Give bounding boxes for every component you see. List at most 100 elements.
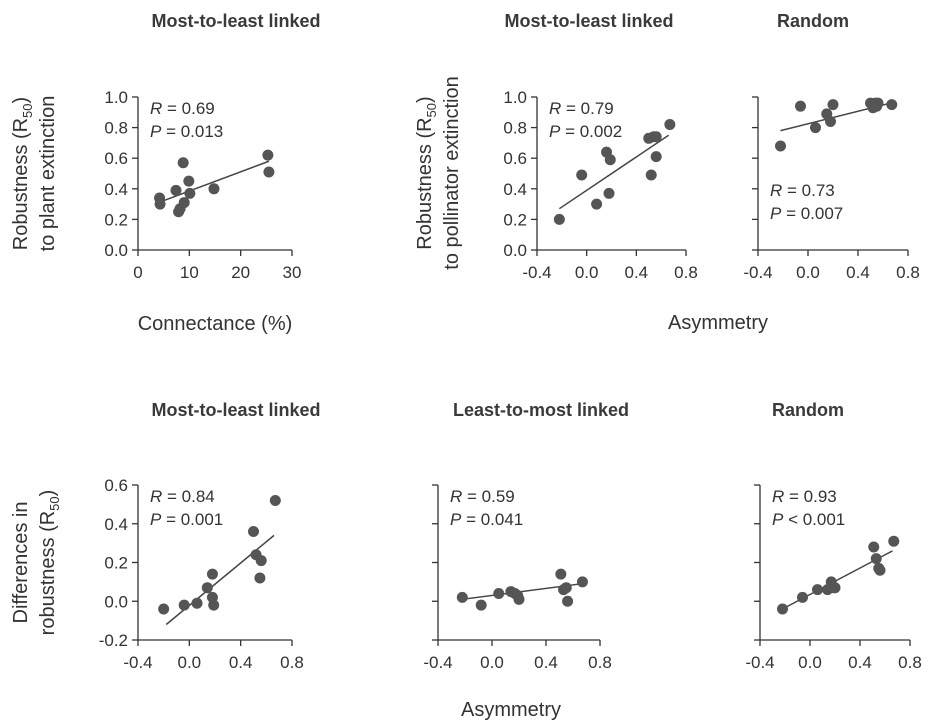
y-tick-label: 0.6 bbox=[104, 149, 128, 168]
data-point bbox=[888, 535, 900, 547]
svg-text:Robustness (R50): Robustness (R50) bbox=[414, 96, 439, 249]
chart-panel-1: Most-to-least linked 0.0 0.2 0.4 0.6 0.8 1.0 0 1… bbox=[10, 11, 321, 335]
x-tick-label: -0.4 bbox=[522, 263, 551, 282]
data-point bbox=[872, 97, 884, 109]
robustness-pollinator-ylabel: Robustness (R50) to pollinator extinctio… bbox=[414, 76, 463, 269]
panel-title: Least-to-most linked bbox=[453, 400, 629, 420]
data-point bbox=[797, 591, 808, 603]
data-point bbox=[604, 154, 616, 166]
y-tick-label: 0.4 bbox=[503, 180, 527, 199]
x-tick-label: 0.8 bbox=[896, 263, 920, 282]
data-point bbox=[170, 184, 182, 196]
stat-r: R = 0.93 bbox=[772, 487, 837, 506]
data-point bbox=[591, 198, 603, 210]
stat-p: P = 0.013 bbox=[150, 122, 223, 141]
x-tick-label: 0.4 bbox=[846, 263, 870, 282]
stat-r: R = 0.59 bbox=[450, 487, 515, 506]
y-tick-label: 0.2 bbox=[503, 210, 527, 229]
chart-panel-3: Random -0.4 0.0 0.4 0.8 R = 0.73 P = 0.007 bbox=[743, 11, 919, 282]
stat-p: P < 0.001 bbox=[772, 510, 845, 529]
x-tick-label: 30 bbox=[283, 263, 302, 282]
data-point bbox=[795, 100, 806, 112]
stat-r: R = 0.79 bbox=[549, 99, 614, 118]
x-tick-label: -0.4 bbox=[745, 653, 774, 672]
data-point bbox=[810, 122, 821, 134]
data-point bbox=[177, 157, 189, 169]
x-tick-label: 0.0 bbox=[178, 653, 202, 672]
data-point bbox=[576, 576, 588, 588]
regression-line bbox=[558, 134, 670, 210]
y-tick-label: -0.2 bbox=[99, 631, 128, 650]
x-tick-label: 0.8 bbox=[280, 653, 304, 672]
data-point bbox=[184, 187, 196, 199]
panel-title: Most-to-least linked bbox=[151, 400, 320, 420]
y-tick-label: 0.6 bbox=[104, 476, 128, 495]
y-axis-label-line2: robustness (R50) bbox=[37, 490, 62, 636]
panel-title: Random bbox=[777, 11, 849, 31]
x-tick-label: 0.0 bbox=[480, 653, 504, 672]
data-point bbox=[812, 584, 823, 596]
data-point bbox=[827, 99, 839, 111]
data-point bbox=[560, 582, 572, 594]
data-point bbox=[576, 169, 588, 181]
data-point bbox=[513, 593, 525, 605]
chart-panel-6: Random -0.4 0.0 0.4 0.8 R = 0.93 P < 0.001 bbox=[745, 400, 921, 672]
data-point bbox=[868, 541, 880, 553]
data-point bbox=[645, 169, 657, 181]
stat-p: P = 0.002 bbox=[549, 122, 622, 141]
data-point bbox=[650, 151, 662, 163]
stat-p: P = 0.001 bbox=[150, 510, 223, 529]
chart-panel-2: Most-to-least linked 0.0 0.2 0.4 0.6 0.8 1.0 -0… bbox=[503, 11, 697, 282]
y-tick-label: 0.4 bbox=[104, 180, 128, 199]
data-point bbox=[201, 582, 213, 594]
data-point bbox=[456, 591, 468, 603]
y-tick-label: 0.8 bbox=[503, 119, 527, 138]
data-point bbox=[178, 197, 190, 209]
x-tick-label: 0.8 bbox=[588, 653, 612, 672]
data-point bbox=[870, 553, 882, 565]
data-point bbox=[775, 140, 786, 152]
stat-p: P = 0.041 bbox=[450, 510, 523, 529]
data-point bbox=[263, 166, 275, 178]
x-axis-label: Connectance (%) bbox=[138, 313, 293, 335]
x-tick-label: -0.4 bbox=[743, 263, 772, 282]
data-point bbox=[208, 183, 220, 195]
data-point bbox=[262, 149, 274, 161]
y-tick-label: 0.2 bbox=[104, 554, 128, 573]
data-point bbox=[178, 599, 190, 611]
data-point bbox=[269, 495, 281, 506]
data-point bbox=[603, 187, 615, 199]
data-point bbox=[829, 582, 841, 594]
data-point bbox=[183, 175, 195, 187]
stat-r: R = 0.69 bbox=[150, 99, 215, 118]
data-point bbox=[650, 131, 662, 143]
y-tick-label: 0.2 bbox=[104, 210, 128, 229]
regression-line bbox=[158, 160, 270, 204]
x-tick-label: 0 bbox=[133, 263, 142, 282]
data-point bbox=[158, 603, 170, 615]
stat-p: P = 0.007 bbox=[770, 204, 843, 223]
y-tick-label: 0.8 bbox=[104, 119, 128, 138]
chart-panel-4: Most-to-least linked -0.2 0.0 0.2 0.4 0.6 -0.4… bbox=[10, 400, 321, 672]
x-tick-label: 20 bbox=[231, 263, 250, 282]
panel-title: Random bbox=[772, 400, 844, 420]
data-point bbox=[664, 119, 676, 131]
y-tick-label: 0.0 bbox=[104, 241, 128, 260]
chart-panel-5: Least-to-most linked -0.4 0.0 0.4 0.8 R = 0.5… bbox=[423, 400, 629, 672]
asymmetry-label-bottom: Asymmetry bbox=[461, 699, 561, 721]
x-tick-label: 0.8 bbox=[674, 263, 698, 282]
data-point bbox=[254, 572, 266, 584]
x-tick-label: 0.0 bbox=[798, 653, 822, 672]
data-point bbox=[475, 599, 487, 611]
y-axis-label-line2: to plant extinction bbox=[37, 96, 59, 252]
x-tick-label: 0.4 bbox=[534, 653, 558, 672]
data-point bbox=[777, 603, 788, 615]
data-point bbox=[493, 588, 505, 599]
x-tick-label: 0.0 bbox=[796, 263, 820, 282]
x-tick-label: -0.4 bbox=[423, 653, 452, 672]
y-tick-label: 1.0 bbox=[503, 88, 527, 107]
stat-r: R = 0.73 bbox=[770, 181, 835, 200]
data-point bbox=[555, 568, 567, 580]
asymmetry-label-top: Asymmetry bbox=[668, 312, 768, 334]
